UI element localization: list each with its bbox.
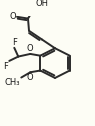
Text: F: F bbox=[12, 38, 17, 47]
Text: O: O bbox=[27, 73, 34, 82]
Text: CH₃: CH₃ bbox=[5, 78, 20, 87]
Text: OH: OH bbox=[35, 0, 48, 8]
Text: O: O bbox=[9, 12, 16, 21]
Text: O: O bbox=[27, 44, 34, 53]
Text: F: F bbox=[3, 62, 8, 71]
